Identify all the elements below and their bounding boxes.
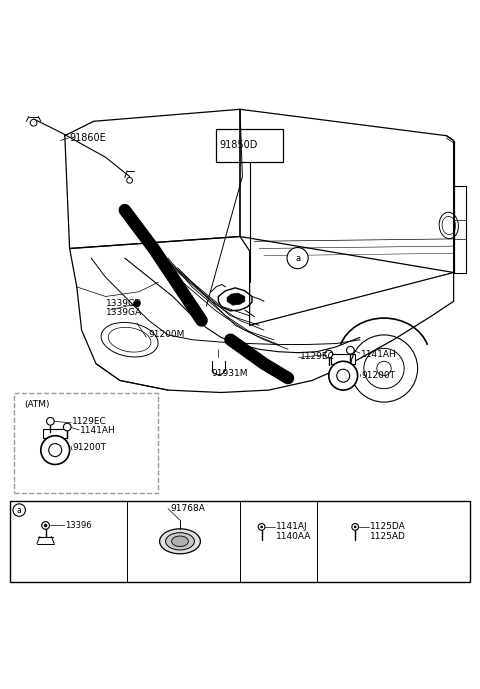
Circle shape xyxy=(352,524,359,531)
Circle shape xyxy=(354,526,356,528)
Circle shape xyxy=(13,504,25,516)
Circle shape xyxy=(41,435,70,464)
Circle shape xyxy=(287,247,308,269)
Circle shape xyxy=(42,522,49,529)
Bar xyxy=(331,354,355,364)
Circle shape xyxy=(261,526,263,528)
Circle shape xyxy=(258,524,265,531)
Text: 91850D: 91850D xyxy=(219,141,258,150)
Circle shape xyxy=(49,444,61,457)
Circle shape xyxy=(44,524,47,527)
Text: 1129EC: 1129EC xyxy=(72,417,107,426)
Circle shape xyxy=(329,361,358,390)
Text: 13396: 13396 xyxy=(65,521,91,530)
Circle shape xyxy=(347,347,354,354)
Text: 1339CD: 1339CD xyxy=(106,299,142,308)
Circle shape xyxy=(30,119,37,126)
Circle shape xyxy=(47,418,54,425)
Text: a: a xyxy=(295,254,300,263)
Bar xyxy=(216,129,283,162)
Circle shape xyxy=(127,178,132,183)
Circle shape xyxy=(325,350,333,358)
Text: (ATM): (ATM) xyxy=(24,400,49,409)
Circle shape xyxy=(63,423,71,431)
Circle shape xyxy=(336,369,349,382)
Ellipse shape xyxy=(172,536,188,546)
Text: 1141AJ: 1141AJ xyxy=(276,522,308,531)
Text: 91200T: 91200T xyxy=(72,443,106,452)
Text: 1125AD: 1125AD xyxy=(370,532,406,541)
Text: 91200M: 91200M xyxy=(149,331,185,340)
Circle shape xyxy=(133,300,140,307)
Text: 91200T: 91200T xyxy=(361,371,395,380)
Text: 1140AA: 1140AA xyxy=(276,532,312,541)
Text: 1141AH: 1141AH xyxy=(80,426,116,435)
Text: 1339GA: 1339GA xyxy=(106,308,142,317)
Bar xyxy=(14,393,158,493)
Text: 1129EC: 1129EC xyxy=(300,352,334,361)
Polygon shape xyxy=(227,293,245,305)
Ellipse shape xyxy=(166,533,194,550)
Bar xyxy=(43,429,67,438)
Text: 91860E: 91860E xyxy=(70,133,107,143)
Text: 91931M: 91931M xyxy=(211,369,248,378)
Bar xyxy=(10,500,470,582)
Text: 91768A: 91768A xyxy=(170,504,205,513)
Ellipse shape xyxy=(159,529,201,554)
Text: a: a xyxy=(17,506,22,515)
Text: 1141AH: 1141AH xyxy=(361,349,396,358)
Text: 1125DA: 1125DA xyxy=(370,522,405,531)
